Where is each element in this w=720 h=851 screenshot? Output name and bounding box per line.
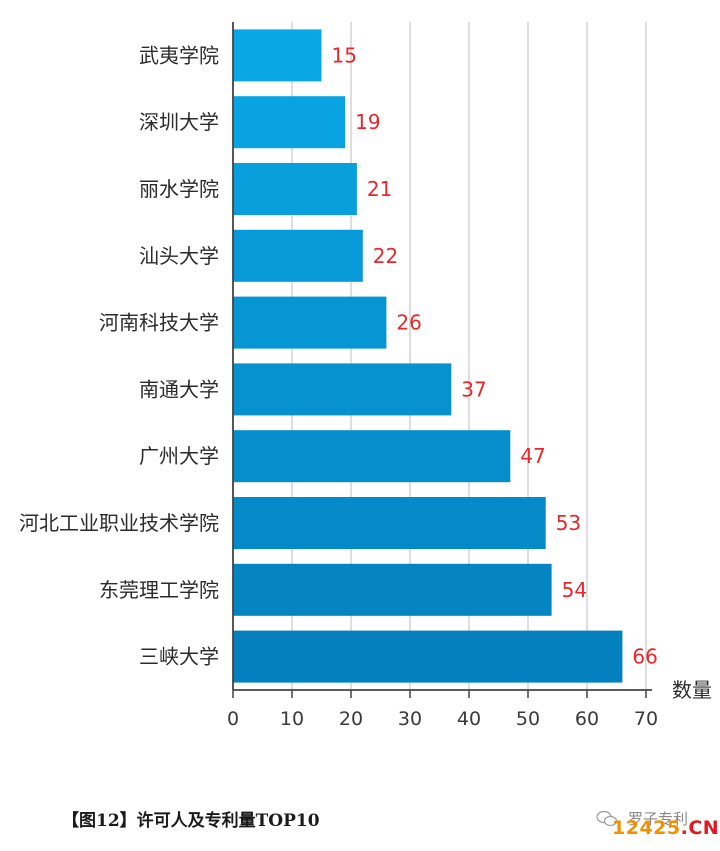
bar: [233, 296, 387, 349]
category-label: 广州大学: [139, 444, 219, 468]
bar: [233, 163, 357, 215]
category-label: 三峡大学: [139, 645, 219, 669]
category-label: 深圳大学: [139, 110, 219, 134]
x-tick-label: 30: [398, 708, 422, 730]
x-tick-label: 20: [339, 708, 363, 730]
x-tick-label: 60: [575, 708, 599, 730]
value-label: 15: [332, 43, 357, 67]
value-label: 26: [396, 311, 421, 335]
gridlines: [291, 22, 647, 690]
bar: [233, 96, 346, 149]
category-label: 河北工业职业技术学院: [19, 511, 219, 535]
bar: [233, 29, 322, 82]
x-tick-label: 10: [280, 708, 304, 730]
x-axis: 0 10 20 30 40 50 60 70: [227, 22, 658, 730]
category-label: 武夷学院: [139, 43, 219, 67]
bar-chart: 武夷学院深圳大学丽水学院汕头大学河南科技大学南通大学广州大学河北工业职业技术学院…: [19, 22, 712, 730]
bar: [233, 363, 452, 416]
watermark-text: 罗子专利: [628, 810, 689, 828]
value-label: 19: [355, 110, 380, 134]
value-label: 37: [461, 377, 486, 401]
bar: [233, 497, 546, 549]
category-label: 丽水学院: [139, 177, 219, 201]
x-tick-label: 0: [227, 708, 239, 730]
x-tick-label: 50: [516, 708, 540, 730]
value-label: 66: [632, 645, 657, 669]
bar: [233, 430, 511, 483]
x-tick-label: 40: [457, 708, 481, 730]
watermark-site-domain: .CN: [680, 817, 720, 839]
value-label: 53: [556, 511, 581, 535]
category-label: 南通大学: [139, 377, 219, 401]
category-labels: 武夷学院深圳大学丽水学院汕头大学河南科技大学南通大学广州大学河北工业职业技术学院…: [19, 43, 219, 668]
value-label: 21: [367, 177, 392, 201]
value-labels: 15 19 21 22 26 37 47 53 54 66: [332, 43, 658, 668]
value-label: 47: [520, 444, 545, 468]
watermark-site-number: 12425: [612, 817, 681, 839]
bar: [233, 630, 623, 683]
wechat-icon: [596, 810, 618, 827]
value-label: 54: [562, 578, 587, 602]
category-label: 东莞理工学院: [99, 578, 219, 602]
bar: [233, 229, 363, 282]
watermark-site: 12425.CN: [612, 817, 719, 839]
x-axis-title: 数量: [672, 678, 712, 702]
x-tick-label: 70: [634, 708, 658, 730]
bars: [233, 29, 623, 683]
figure-caption: 【图12】许可人及专利量TOP10: [62, 811, 320, 831]
category-label: 河南科技大学: [99, 311, 219, 335]
category-label: 汕头大学: [139, 244, 219, 268]
bar: [233, 563, 552, 616]
value-label: 22: [373, 244, 398, 268]
